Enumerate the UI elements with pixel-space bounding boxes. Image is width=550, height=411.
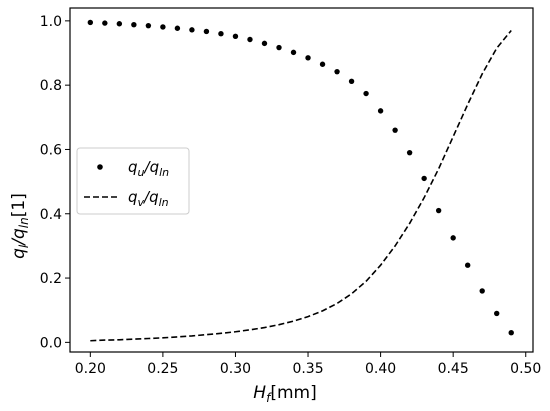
y-tick-label-5: 1.0 xyxy=(40,14,62,30)
x-axis: 0.20 0.25 0.30 0.35 0.40 0.45 0.50 xyxy=(75,352,541,377)
qu-point-22 xyxy=(406,149,413,156)
qu-point-12 xyxy=(261,40,268,47)
plot-frame xyxy=(69,7,534,353)
y-axis-label: ql/qln[1] xyxy=(9,193,31,259)
x-tick-label-1: 0.25 xyxy=(147,361,178,377)
legend-marker-qu xyxy=(97,164,103,170)
qu-point-25 xyxy=(450,235,456,241)
qu-point-13 xyxy=(276,44,282,51)
y-axis: 0.0 0.2 0.4 0.6 0.8 1.0 xyxy=(40,14,70,351)
qu-point-21 xyxy=(392,127,398,133)
qu-point-16 xyxy=(319,61,326,67)
qu-point-18 xyxy=(348,78,355,85)
x-axis-label: Hf[mm] xyxy=(253,383,316,405)
y-tick-label-0: 0.0 xyxy=(40,335,62,351)
x-tick-label-6: 0.50 xyxy=(510,361,541,377)
legend: qu/qln qv/qln xyxy=(76,147,190,215)
qu-point-19 xyxy=(363,90,369,97)
qu-point-20 xyxy=(377,108,384,114)
y-tick-label-4: 0.8 xyxy=(40,78,62,94)
qu-point-29 xyxy=(508,330,514,336)
qu-point-27 xyxy=(479,288,485,294)
qu-point-9 xyxy=(218,31,224,37)
x-tick-label-0: 0.20 xyxy=(75,361,106,377)
qu-point-6 xyxy=(174,25,181,31)
qu-point-0 xyxy=(87,19,94,26)
qu-point-24 xyxy=(435,207,442,214)
qv-line xyxy=(90,29,512,342)
qu-point-1 xyxy=(102,20,108,26)
qu-point-2 xyxy=(116,21,123,27)
qu-point-5 xyxy=(160,24,166,30)
qu-point-4 xyxy=(145,22,152,29)
qu-point-3 xyxy=(131,22,137,28)
qu-point-7 xyxy=(189,27,195,33)
qu-point-14 xyxy=(290,49,297,56)
qu-point-28 xyxy=(494,310,500,317)
plot-area xyxy=(87,19,514,342)
qu-point-11 xyxy=(247,36,253,43)
qu-point-23 xyxy=(421,175,427,182)
x-tick-label-2: 0.30 xyxy=(220,361,251,377)
x-tick-label-4: 0.40 xyxy=(365,361,396,377)
qu-point-10 xyxy=(232,33,239,39)
y-tick-label-2: 0.4 xyxy=(40,207,62,223)
y-tick-label-1: 0.2 xyxy=(40,271,62,287)
legend-label-qv: qv/qln xyxy=(128,188,169,209)
y-tick-label-3: 0.6 xyxy=(40,142,62,158)
legend-label-qu: qu/qln xyxy=(128,158,169,179)
qu-point-26 xyxy=(464,262,471,268)
qu-point-8 xyxy=(203,28,210,35)
x-tick-label-3: 0.35 xyxy=(292,361,323,377)
qu-point-15 xyxy=(305,55,311,61)
qu-point-17 xyxy=(334,68,340,75)
x-tick-label-5: 0.45 xyxy=(438,361,469,377)
